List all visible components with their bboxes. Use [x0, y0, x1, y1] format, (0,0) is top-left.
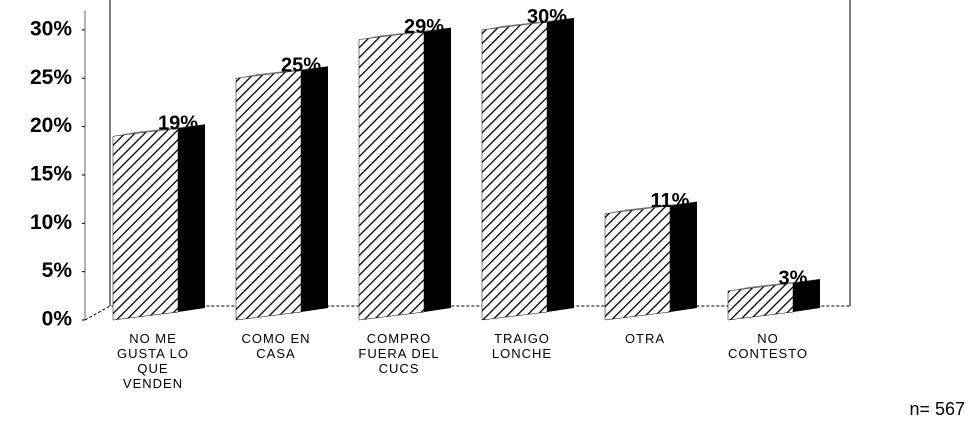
bar-top	[359, 27, 451, 40]
y-tick-label: 5%	[42, 259, 73, 282]
value-label: 3%	[779, 267, 808, 289]
bar-side	[424, 27, 451, 312]
bar	[481, 17, 574, 321]
bar-side	[670, 201, 697, 312]
y-tick-label: 25%	[30, 66, 72, 89]
bar	[604, 201, 697, 321]
value-label: 11%	[651, 190, 690, 212]
bar-top	[236, 66, 328, 79]
bar-side	[178, 124, 205, 313]
bar-front	[358, 31, 425, 321]
y-tick-label: 30%	[30, 17, 72, 40]
x-tick-label: OTRA	[625, 331, 665, 346]
x-tick-label: NO CONTESTO	[728, 331, 808, 361]
bar	[727, 278, 820, 321]
x-tick-label: COMPRO FUERA DEL CUCS	[358, 331, 439, 376]
x-tick-label: NO ME GUSTA LO QUE VENDEN	[117, 331, 189, 391]
bar-top	[482, 17, 574, 30]
bar-front	[112, 127, 179, 321]
bar-side	[793, 278, 820, 312]
y-tick-label: 0%	[42, 308, 73, 331]
y-tick-label: 10%	[30, 211, 72, 234]
bar-front	[481, 21, 548, 321]
x-tick-label: TRAIGO LONCHE	[492, 331, 552, 361]
bar-top	[605, 201, 697, 214]
bar	[358, 27, 451, 321]
bar-front	[604, 205, 671, 321]
bar-front	[235, 69, 302, 321]
y-tick-label: 15%	[30, 162, 72, 185]
bar-top	[113, 124, 205, 137]
bar-top	[728, 278, 820, 291]
bar-side	[547, 17, 574, 313]
value-label: 30%	[527, 6, 567, 28]
floor	[84, 305, 850, 321]
value-label: 19%	[158, 113, 198, 135]
x-tick-label: COMO EN CASA	[241, 331, 310, 361]
value-label: 25%	[281, 55, 321, 77]
sample-size: n= 567	[909, 399, 965, 419]
bar-side	[301, 66, 328, 312]
y-tick-label: 20%	[30, 114, 72, 137]
bar	[112, 124, 205, 321]
bar	[235, 66, 328, 321]
value-label: 29%	[404, 16, 444, 38]
